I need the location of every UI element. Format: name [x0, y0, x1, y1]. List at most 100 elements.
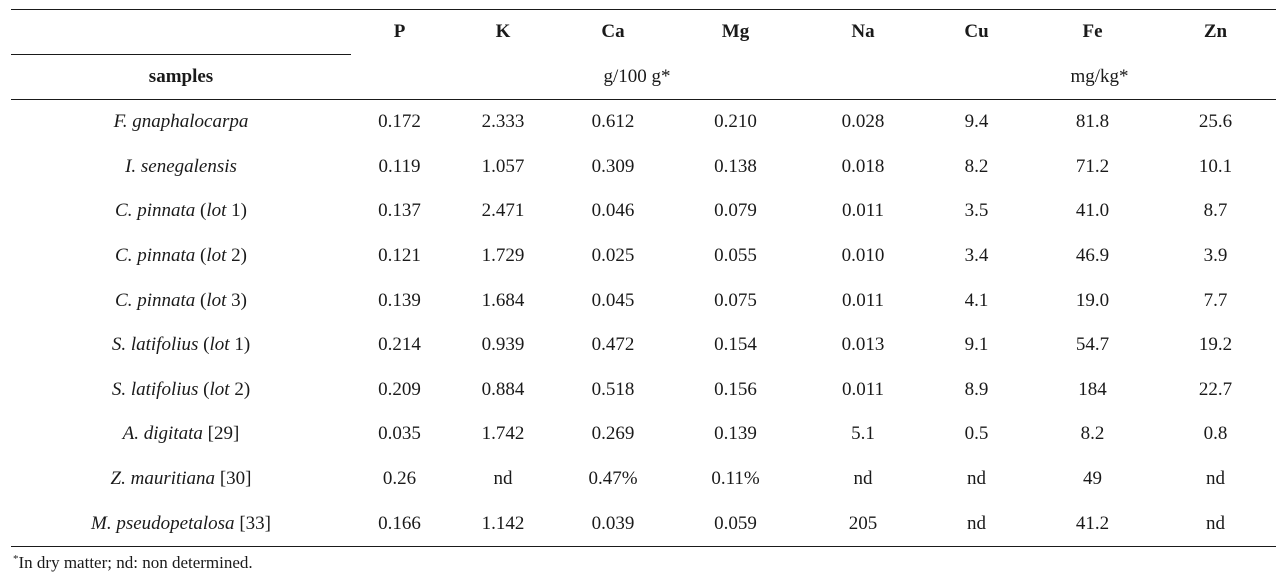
value-cell-zn: 19.2	[1198, 334, 1233, 356]
value-cell-ca: 0.025	[591, 245, 635, 267]
value-cell-p: 0.214	[378, 334, 421, 356]
value-cell-na: 0.011	[841, 200, 885, 222]
sample-name-cell: C. pinnata (lot 3)	[11, 278, 351, 323]
value-cell-mg: 0.156	[714, 378, 757, 400]
value-cell-fe: 54.7	[1075, 334, 1110, 356]
sample-name-cell: M. pseudopetalosa [33]	[11, 501, 351, 547]
value-cell-mg: 0.11%	[711, 468, 760, 490]
sample-species-name: I. senegalensis	[125, 155, 237, 177]
value-cell-zn: 3.9	[1203, 245, 1228, 267]
value-cell-ca: 0.046	[591, 200, 635, 222]
sample-lot-word: lot	[209, 378, 230, 400]
value-cell-p: 0.137	[378, 200, 421, 222]
sample-name-cell: S. latifolius (lot 1)	[11, 323, 351, 368]
value-cell-mg: 0.055	[714, 245, 757, 267]
column-header-p: P	[351, 9, 448, 55]
value-cell-cu: 9.4	[964, 111, 989, 133]
value-cell-cu: nd	[967, 468, 986, 490]
value-cell-fe: 81.8	[1075, 111, 1110, 133]
value-cell-p: 0.121	[378, 245, 421, 267]
sample-lot-word: lot	[206, 245, 227, 267]
sample-suffix-post: 1)	[229, 334, 251, 356]
sample-species-name: S. latifolius	[111, 334, 199, 356]
sample-species-name: A. digitata	[122, 423, 203, 445]
column-header-fe: Fe	[1030, 9, 1155, 55]
mineral-composition-table: P K Ca Mg Na Cu Fe Zn samples g/100 g* m…	[11, 9, 1276, 547]
value-cell-mg: 0.075	[714, 289, 757, 311]
value-cell-cu: 3.5	[964, 200, 989, 222]
value-cell-k: 2.471	[481, 200, 525, 222]
column-header-ca: Ca	[558, 9, 668, 55]
value-cell-zn: 22.7	[1198, 378, 1233, 400]
value-cell-na: 0.018	[841, 155, 885, 177]
column-header-zn: Zn	[1155, 9, 1276, 55]
value-cell-fe: 184	[1078, 378, 1107, 400]
header-blank-cell	[11, 9, 351, 55]
value-cell-p: 0.119	[378, 155, 421, 177]
value-cell-fe: 19.0	[1075, 289, 1110, 311]
sample-suffix-post: 2)	[226, 245, 247, 267]
value-cell-k: 1.684	[481, 289, 525, 311]
column-header-row: P K Ca Mg Na Cu Fe Zn	[11, 9, 1276, 55]
value-cell-k: 1.742	[481, 423, 525, 445]
value-cell-fe: 41.0	[1075, 200, 1110, 222]
sample-species-name: M. pseudopetalosa	[91, 512, 235, 534]
value-cell-p: 0.26	[382, 468, 417, 490]
value-cell-na: nd	[853, 468, 873, 490]
value-cell-cu: 8.2	[964, 155, 989, 177]
value-cell-zn: nd	[1206, 468, 1225, 490]
value-cell-na: 205	[803, 501, 923, 547]
value-cell-ca: 0.47%	[588, 468, 638, 490]
column-header-mg: Mg	[668, 9, 803, 55]
value-cell-fe: 46.9	[1075, 245, 1110, 267]
sample-suffix-pre: (	[195, 245, 207, 267]
sample-name-cell: Z. mauritiana [30]	[11, 457, 351, 502]
value-cell-p: 0.139	[378, 289, 421, 311]
value-cell-mg: 0.138	[714, 155, 757, 177]
unit-group-macro: g/100 g*	[351, 54, 923, 100]
sample-species-name: S. latifolius	[111, 378, 199, 400]
table-row: I. senegalensis 0.119 1.057 0.309 0.138 0.018…	[11, 145, 1276, 190]
value-cell-mg: 0.139	[714, 423, 757, 445]
table-body: F. gnaphalocarpa 0.172 2.333 0.612 0.210 0.02…	[11, 100, 1276, 547]
sample-species-name: F. gnaphalocarpa	[113, 111, 249, 133]
table-row: A. digitata [29] 0.035 1.742 0.269 0.139 5.1 0…	[11, 412, 1276, 457]
value-cell-k: 0.939	[481, 334, 525, 356]
sample-lot-word: lot	[209, 334, 230, 356]
sample-name-cell: F. gnaphalocarpa	[11, 100, 351, 145]
table-row: F. gnaphalocarpa 0.172 2.333 0.612 0.210 0.02…	[11, 100, 1276, 145]
value-cell-fe: 41.2	[1030, 501, 1155, 547]
value-cell-k: 0.884	[481, 378, 525, 400]
value-cell-ca: 0.269	[591, 423, 635, 445]
value-cell-fe: 8.2	[1080, 423, 1105, 445]
value-cell-k: 2.333	[481, 111, 525, 133]
value-cell-p: 0.172	[378, 111, 421, 133]
sample-suffix-pre: [29]	[202, 423, 240, 445]
value-cell-zn: 0.8	[1203, 423, 1228, 445]
value-cell-k: 1.142	[448, 501, 558, 547]
value-cell-na: 0.010	[841, 245, 885, 267]
value-cell-k: nd	[493, 468, 513, 490]
value-cell-p: 0.035	[378, 423, 421, 445]
value-cell-cu: nd	[923, 501, 1030, 547]
sample-suffix-pre: [33]	[234, 512, 271, 534]
footnote-text: In dry matter; nd: non determined.	[18, 553, 253, 572]
value-cell-ca: 0.309	[591, 155, 635, 177]
table-row: C. pinnata (lot 3) 0.139 1.684 0.045 0.075 0.…	[11, 278, 1276, 323]
value-cell-cu: 0.5	[964, 423, 989, 445]
value-cell-na: 0.011	[841, 289, 885, 311]
sample-suffix-pre: (	[198, 334, 210, 356]
value-cell-k: 1.057	[481, 155, 525, 177]
sample-name-cell: I. senegalensis	[11, 145, 351, 190]
samples-header: samples	[11, 54, 351, 100]
value-cell-mg: 0.079	[714, 200, 757, 222]
sample-suffix-post: 2)	[229, 378, 251, 400]
value-cell-na: 0.028	[841, 111, 885, 133]
sample-suffix-pre: [30]	[215, 468, 252, 490]
table-footnote: *In dry matter; nd: non determined.	[13, 553, 253, 573]
column-header-cu: Cu	[923, 9, 1030, 55]
column-header-na: Na	[803, 9, 923, 55]
value-cell-zn: 7.7	[1203, 289, 1228, 311]
value-cell-cu: 8.9	[964, 378, 989, 400]
value-cell-cu: 9.1	[964, 334, 989, 356]
